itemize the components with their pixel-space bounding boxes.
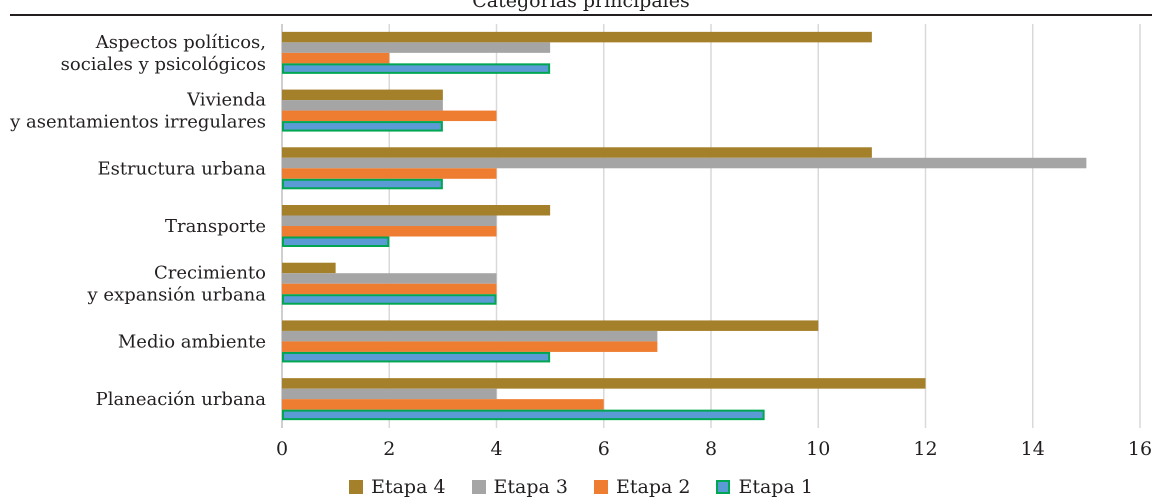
bar [282,147,872,158]
legend-swatch [716,480,731,494]
legend-item: Etapa 4 [349,476,446,498]
legend-item: Etapa 3 [471,476,568,498]
bar [282,157,1087,169]
x-tick-label: 0 [276,438,288,460]
category-label: y expansión urbana [87,285,267,306]
bar [282,341,658,352]
bar [282,320,819,331]
legend-swatch [349,480,364,494]
bar [282,63,551,74]
category-label: y asentamientos irregulares [9,112,266,133]
chart-title: Categorías principales [472,0,690,12]
bar [282,100,443,111]
bar [282,121,443,132]
bar [282,283,497,295]
plot-area: Aspectos políticos,sociales y psicológic… [9,24,1152,460]
category-label: sociales y psicológicos [61,54,266,75]
x-tick-label: 10 [806,438,830,460]
title-rule [10,14,1152,16]
legend-item: Etapa 1 [716,476,813,498]
bar [282,351,551,363]
bar [282,226,497,237]
category-labels: Aspectos políticos,sociales y psicológic… [9,32,266,410]
legend-label: Etapa 4 [371,476,446,498]
category-label: Planeación urbana [96,389,267,410]
bar [282,330,658,342]
x-tick-label: 16 [1128,438,1152,460]
bars [282,31,1087,421]
x-tick-label: 2 [383,438,395,460]
bar [282,205,551,216]
legend-swatch [471,480,486,494]
legend-swatch [594,480,608,494]
legend-label: Etapa 2 [616,476,691,498]
chart-title-strip: Categorías principales [0,0,1162,18]
category-label: Medio ambiente [118,331,266,352]
bar [282,262,336,274]
x-tick-labels: 0 2 4 6 8 10 12 14 16 [276,438,1152,460]
bar [282,409,765,421]
legend-label: Etapa 3 [493,476,568,498]
x-tick-label: 12 [913,438,937,460]
bar [282,215,497,226]
category-label: Vivienda [186,90,266,111]
bar [282,236,390,247]
bar [282,294,497,305]
bar [282,399,604,410]
bar [282,89,443,101]
x-tick-label: 4 [490,438,502,460]
x-tick-label: 8 [705,438,717,460]
bar [282,42,551,53]
category-label: Crecimiento [154,263,266,284]
legend: Etapa 4 Etapa 3 Etapa 2 Etapa 1 [0,472,1162,502]
x-tick-label: 14 [1021,438,1045,460]
category-label: Aspectos políticos, [95,32,266,53]
legend-item: Etapa 2 [594,476,690,498]
x-tick-label: 6 [598,438,610,460]
bar [282,31,872,43]
bar [282,168,497,179]
bar [282,178,443,190]
bar [282,388,497,400]
bar [282,273,497,284]
legend-label: Etapa 1 [738,476,813,498]
category-label: Transporte [165,216,266,237]
category-label: Estructura urbana [97,158,266,179]
bar [282,52,390,64]
bar [282,110,497,122]
bar [282,378,926,389]
